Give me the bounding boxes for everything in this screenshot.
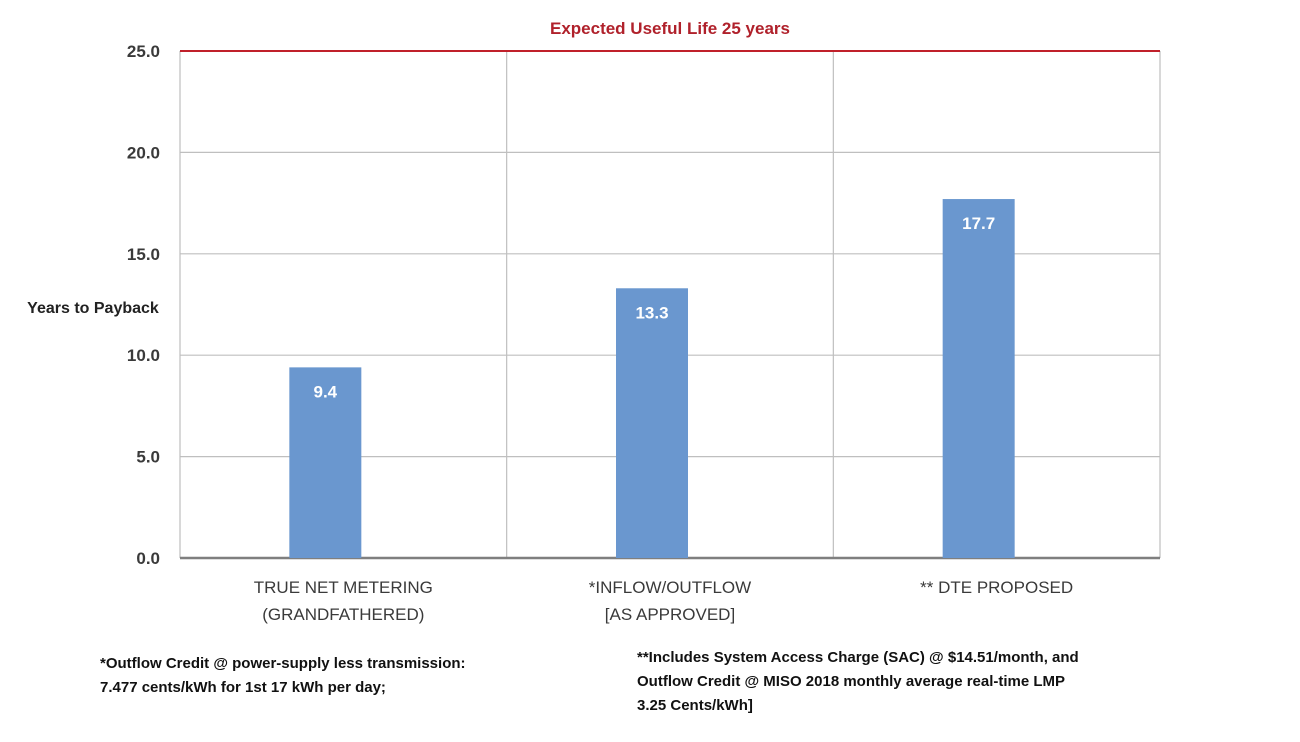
footnote-right: **Includes System Access Charge (SAC) @ … (637, 646, 1079, 718)
y-tick-label-4: 20.0 (127, 143, 160, 162)
category-label-1-0: *INFLOW/OUTFLOW (589, 578, 751, 597)
footnote-right-line-1: **Includes System Access Charge (SAC) @ … (637, 649, 1079, 666)
bar-1 (616, 288, 688, 558)
category-label-1-1: [AS APPROVED] (605, 605, 735, 624)
y-axis-label: Years to Payback (27, 300, 159, 317)
footnote-right-line-2: Outflow Credit @ MISO 2018 monthly avera… (637, 673, 1066, 690)
footnote-right-line-3: 3.25 Cents/kWh] (637, 697, 753, 714)
y-tick-label-5: 25.0 (127, 42, 160, 61)
y-tick-label-0: 0.0 (136, 549, 160, 568)
y-tick-label-2: 10.0 (127, 346, 160, 365)
category-label-0-1: (GRANDFATHERED) (262, 605, 424, 624)
y-tick-label-3: 15.0 (127, 245, 160, 264)
y-tick-label-1: 5.0 (136, 448, 160, 467)
footnote-left-line-1: *Outflow Credit @ power-supply less tran… (100, 655, 466, 672)
footnote-left-line-2: 7.477 cents/kWh for 1st 17 kWh per day; (100, 679, 386, 696)
category-label-2-0: ** DTE PROPOSED (920, 578, 1073, 597)
bar-2 (942, 199, 1015, 558)
category-label-0-0: TRUE NET METERING (254, 578, 433, 597)
data-label-2: 17.7 (962, 214, 995, 233)
data-label-1: 13.3 (635, 303, 668, 322)
bar-0 (289, 367, 362, 558)
bars (289, 199, 1015, 558)
reference-line-label: Expected Useful Life 25 years (550, 19, 790, 38)
footnote-left: *Outflow Credit @ power-supply less tran… (100, 652, 466, 700)
labels: 0.0 5.0 10.0 15.0 20.0 25.0 9.4 TRUE NET METERI… (127, 42, 1073, 624)
data-label-0: 9.4 (314, 382, 338, 401)
